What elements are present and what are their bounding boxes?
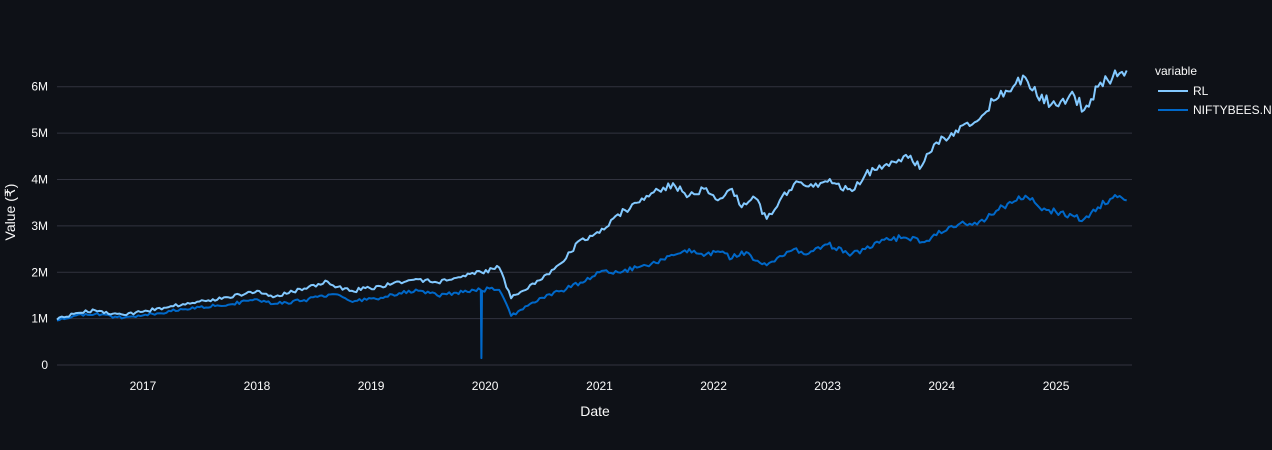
x-tick-label: 2017 [130,379,157,393]
y-tick-label: 0 [41,358,48,372]
legend-label-niftybees: NIFTYBEES.NS [1193,103,1272,117]
x-tick-label: 2019 [358,379,385,393]
x-tick-label: 2020 [472,379,499,393]
x-tick-label: 2023 [814,379,841,393]
y-axis-title: Value (₹) [2,184,18,241]
x-tick-label: 2024 [928,379,955,393]
legend[interactable]: variable RL NIFTYBEES.NS [1155,64,1272,117]
legend-item-rl[interactable]: RL [1158,84,1209,98]
legend-title: variable [1155,64,1197,78]
y-tick-label: 3M [31,219,48,233]
y-tick-label: 2M [31,265,48,279]
x-tick-label: 2022 [700,379,727,393]
x-axis-title: Date [580,403,610,419]
gridlines [57,86,1132,366]
x-tick-label: 2025 [1043,379,1070,393]
series-line-niftybees [56,194,1127,360]
legend-item-niftybees[interactable]: NIFTYBEES.NS [1158,103,1272,117]
legend-label-rl: RL [1193,84,1209,98]
y-tick-label: 5M [31,126,48,140]
y-tick-label: 6M [31,80,48,94]
series-lines [56,69,1128,360]
y-axis-ticks: 0 1M 2M 3M 4M 5M 6M [31,80,48,372]
x-tick-label: 2021 [586,379,613,393]
x-tick-label: 2018 [244,379,271,393]
y-tick-label: 4M [31,173,48,187]
series-line-rl [56,69,1128,321]
y-tick-label: 1M [31,312,48,326]
x-axis-ticks: 2017 2018 2019 2020 2021 2022 2023 2024 2025 [130,379,1070,393]
